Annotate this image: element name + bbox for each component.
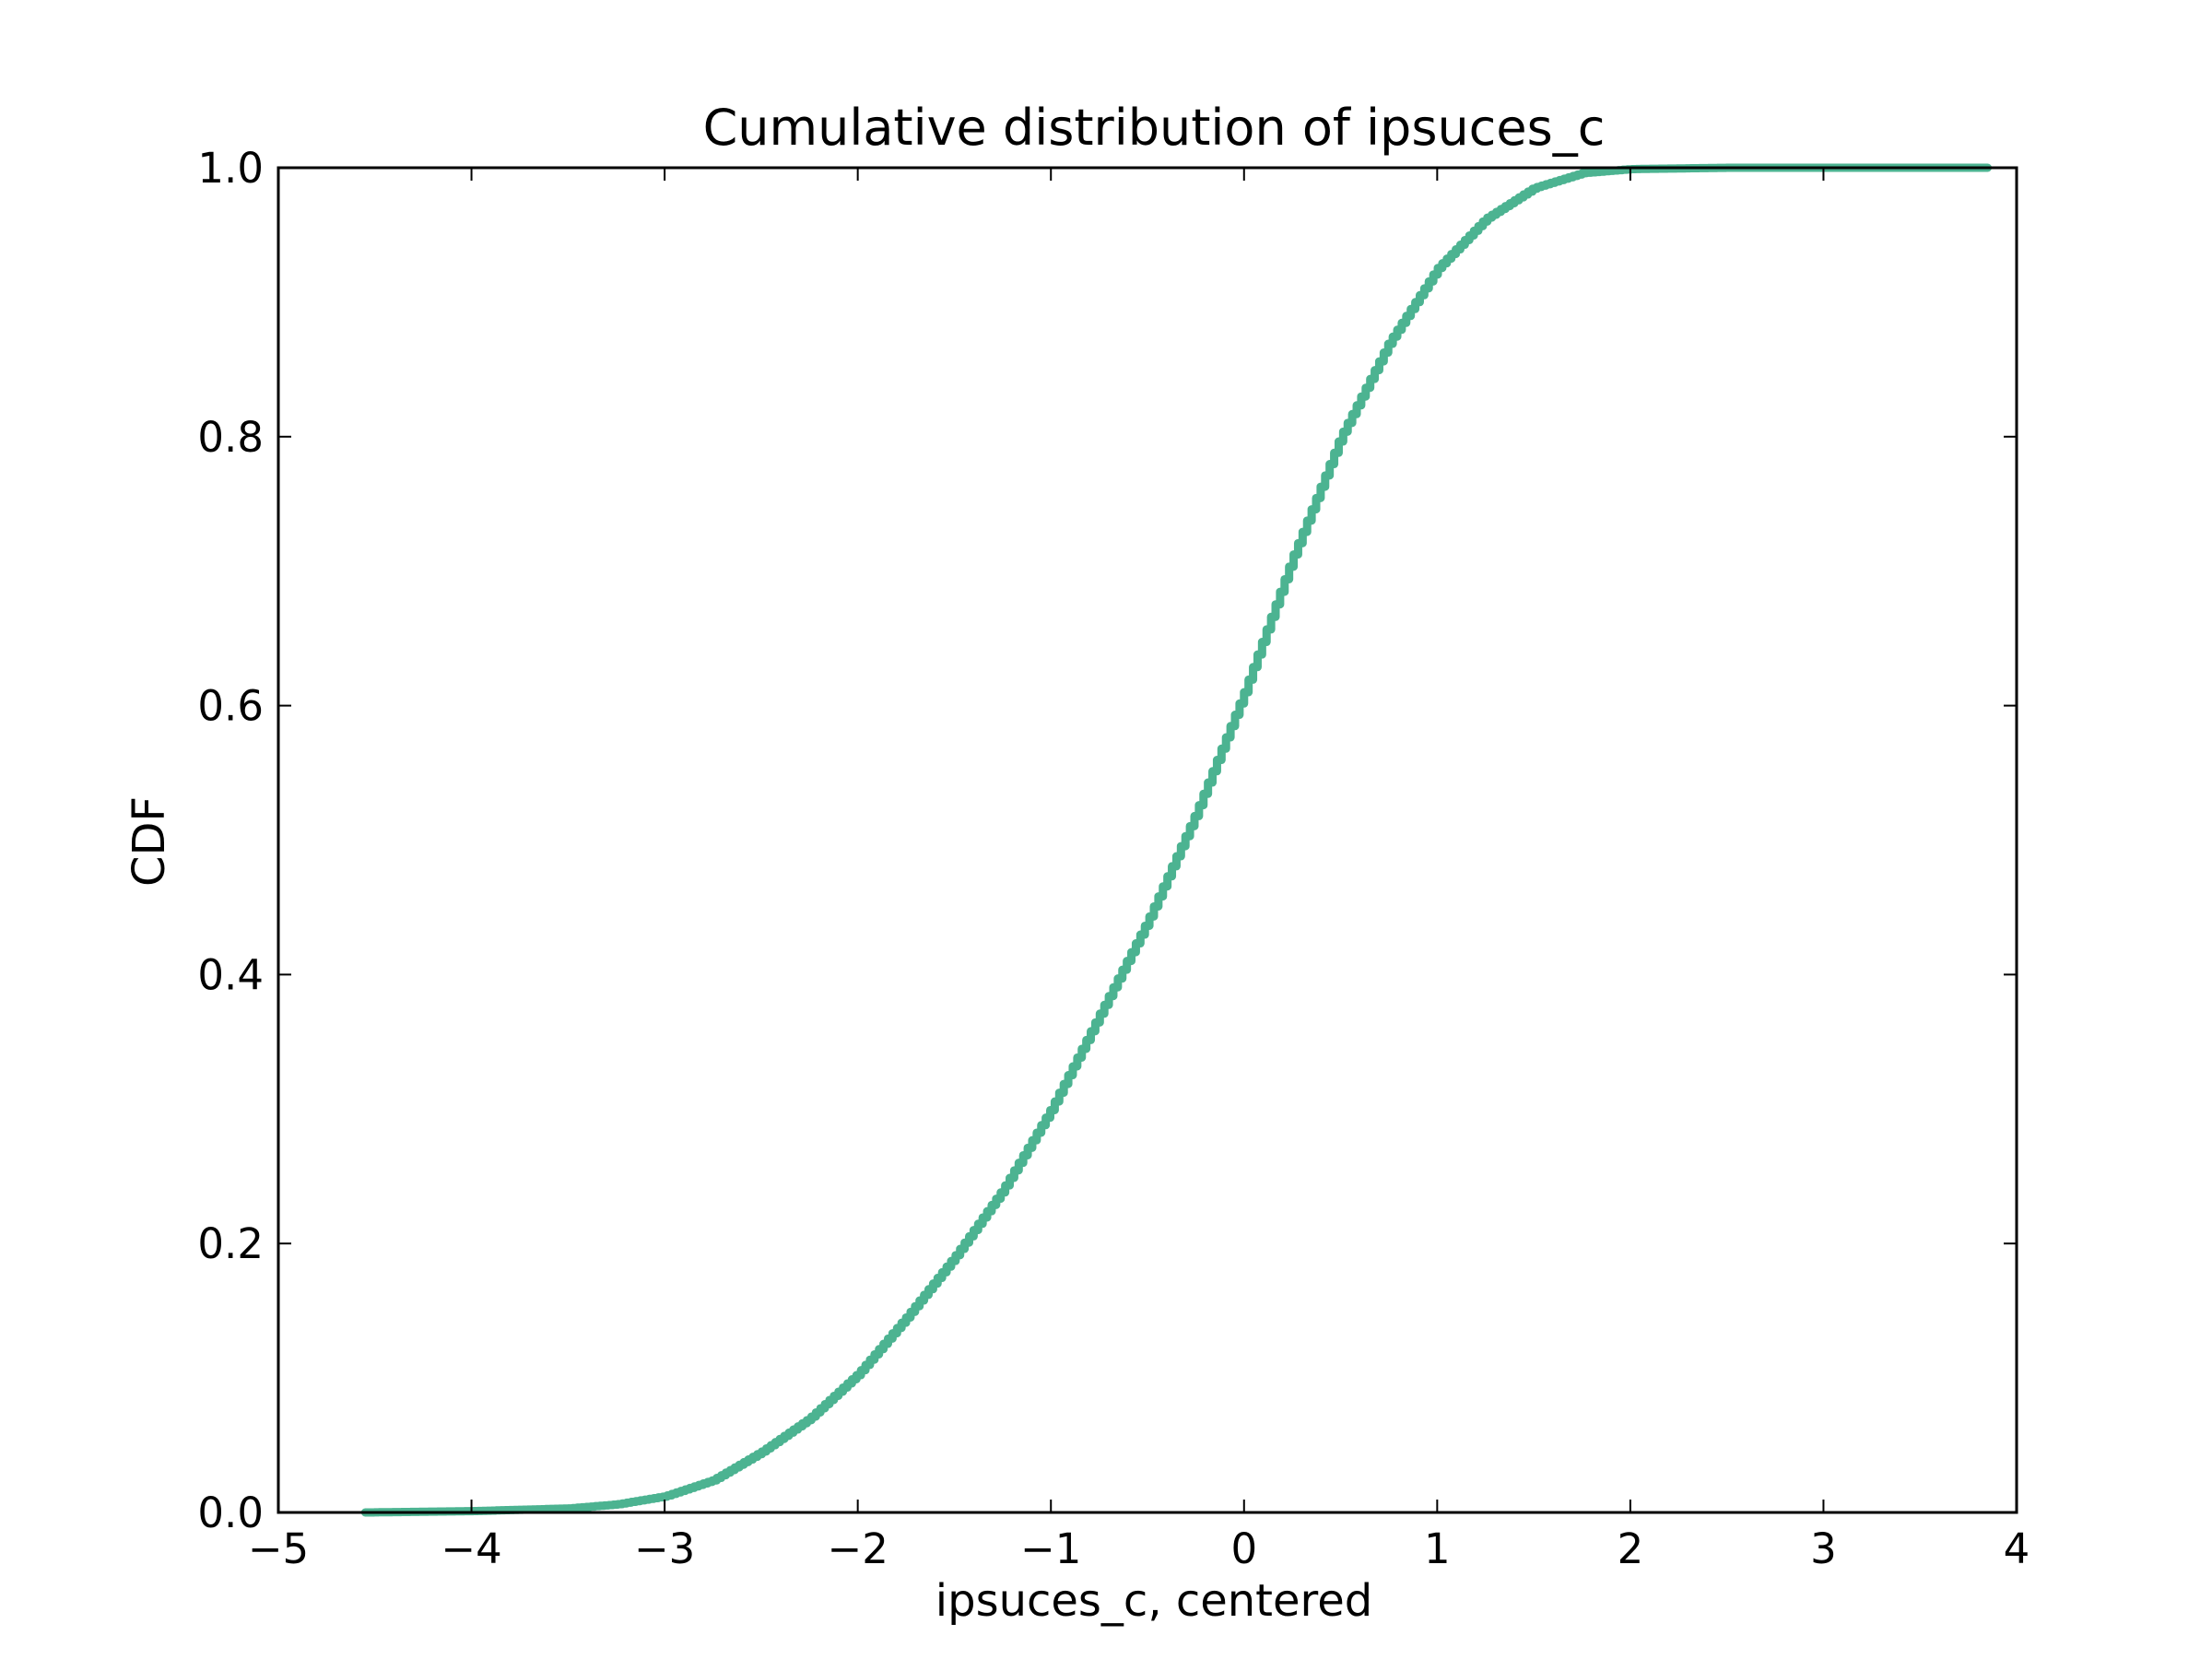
y-tick-label: 0.2 — [197, 1219, 264, 1268]
x-axis-label: ipsuces_c, centered — [935, 1575, 1372, 1627]
x-tick-label: 1 — [1424, 1524, 1451, 1573]
x-tick-label: 4 — [2004, 1524, 2030, 1573]
x-tick-label: −1 — [1020, 1524, 1081, 1573]
chart-title: Cumulative distribution of ipsuces_c — [703, 99, 1606, 157]
x-axis: −5 −4 −3 −2 −1 0 1 2 3 4 — [248, 168, 2030, 1573]
y-tick-label: 0.8 — [197, 413, 264, 462]
y-axis: 0.0 0.2 0.4 0.6 0.8 1.0 — [197, 144, 2017, 1537]
plot-frame — [276, 166, 2018, 1514]
cdf-series-line-0 — [360, 163, 1993, 1517]
y-tick-label: 0.4 — [197, 950, 264, 999]
y-axis-label: CDF — [124, 796, 175, 887]
x-tick-label: −4 — [441, 1524, 501, 1573]
x-tick-label: −5 — [248, 1524, 309, 1573]
x-tick-label: 2 — [1618, 1524, 1644, 1573]
y-tick-label: 0.6 — [197, 682, 264, 731]
x-tick-label: 3 — [1810, 1524, 1837, 1573]
x-tick-label: −2 — [827, 1524, 888, 1573]
x-tick-label: −3 — [634, 1524, 695, 1573]
y-tick-label: 1.0 — [197, 144, 264, 193]
y-tick-label: 0.0 — [197, 1488, 264, 1537]
plot-area — [276, 163, 2018, 1517]
x-tick-label: 0 — [1230, 1524, 1257, 1573]
